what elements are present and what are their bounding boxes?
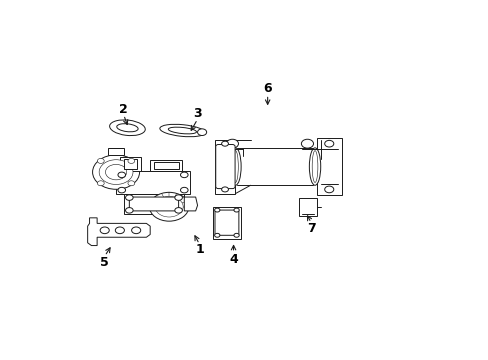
- Polygon shape: [154, 162, 178, 169]
- Circle shape: [180, 172, 188, 177]
- Circle shape: [97, 158, 104, 163]
- Text: 2: 2: [119, 103, 128, 116]
- Circle shape: [175, 195, 182, 201]
- Ellipse shape: [160, 124, 204, 137]
- Bar: [107, 148, 124, 155]
- Circle shape: [97, 181, 104, 186]
- Circle shape: [99, 160, 133, 184]
- Ellipse shape: [117, 124, 138, 132]
- Bar: [316, 138, 341, 195]
- Ellipse shape: [109, 120, 145, 136]
- Circle shape: [214, 233, 220, 237]
- Circle shape: [180, 187, 188, 193]
- Circle shape: [92, 155, 139, 189]
- Polygon shape: [123, 159, 137, 169]
- Circle shape: [131, 227, 141, 234]
- Circle shape: [100, 227, 109, 234]
- Text: 1: 1: [195, 243, 203, 256]
- Circle shape: [324, 186, 333, 193]
- Bar: [212, 207, 241, 239]
- FancyBboxPatch shape: [215, 210, 238, 235]
- Ellipse shape: [311, 150, 317, 183]
- Polygon shape: [120, 157, 141, 171]
- Ellipse shape: [229, 148, 241, 185]
- Circle shape: [226, 139, 238, 148]
- Text: 7: 7: [306, 222, 315, 235]
- Circle shape: [155, 197, 183, 217]
- Text: 4: 4: [229, 253, 238, 266]
- Text: 5: 5: [100, 256, 109, 269]
- Circle shape: [301, 139, 313, 148]
- Circle shape: [221, 141, 228, 146]
- Text: 3: 3: [193, 107, 202, 120]
- Circle shape: [125, 195, 133, 201]
- Circle shape: [221, 187, 228, 192]
- Circle shape: [324, 140, 333, 147]
- Circle shape: [128, 158, 135, 163]
- Circle shape: [125, 208, 133, 213]
- Circle shape: [118, 187, 125, 193]
- Circle shape: [149, 192, 188, 221]
- Polygon shape: [87, 218, 150, 246]
- Circle shape: [105, 165, 126, 180]
- Circle shape: [233, 208, 239, 212]
- Polygon shape: [184, 197, 197, 211]
- Bar: [299, 198, 317, 216]
- Text: 6: 6: [263, 82, 271, 95]
- Circle shape: [233, 233, 239, 237]
- Circle shape: [175, 208, 182, 213]
- Circle shape: [214, 208, 220, 212]
- Polygon shape: [150, 159, 182, 171]
- Ellipse shape: [309, 148, 320, 185]
- Ellipse shape: [168, 127, 196, 134]
- Circle shape: [118, 172, 125, 177]
- Bar: [123, 194, 184, 214]
- Bar: [116, 171, 189, 194]
- FancyBboxPatch shape: [129, 197, 178, 211]
- FancyBboxPatch shape: [215, 144, 235, 189]
- Circle shape: [115, 227, 124, 234]
- Circle shape: [128, 181, 135, 186]
- Bar: [214, 140, 235, 194]
- Ellipse shape: [232, 150, 238, 183]
- Circle shape: [197, 129, 206, 135]
